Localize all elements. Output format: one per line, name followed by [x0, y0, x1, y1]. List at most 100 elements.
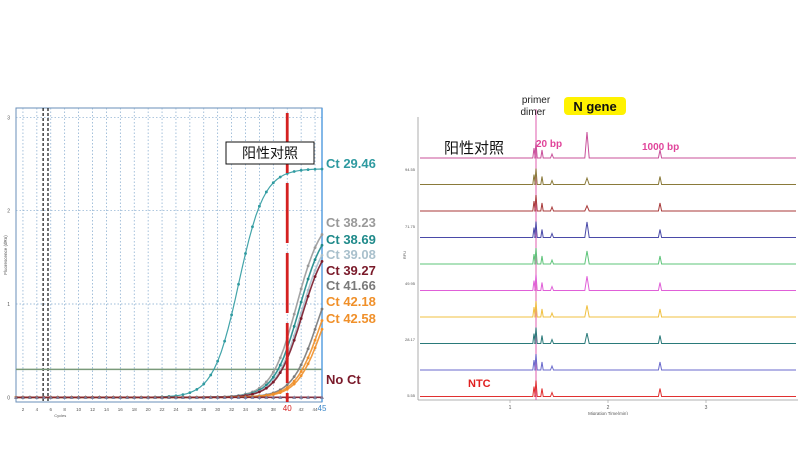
- ct-label: No Ct: [326, 372, 361, 387]
- curve-point: [160, 395, 165, 399]
- curve-point: [188, 391, 192, 395]
- curve-point: [90, 395, 95, 399]
- electropherogram-trace: [420, 247, 796, 265]
- positive-control-label: 阳性对照: [444, 140, 504, 157]
- x-tick-label: 22: [160, 407, 166, 412]
- curve-point: [69, 395, 74, 399]
- x-tick-label: 36: [257, 407, 263, 412]
- curve-point: [278, 356, 282, 360]
- curve-point: [41, 395, 46, 399]
- curve-point: [215, 395, 220, 399]
- electropherogram-trace: [420, 300, 796, 318]
- curve-point: [271, 393, 275, 396]
- curve-point: [278, 371, 282, 375]
- x-tick-label: 14: [104, 407, 110, 412]
- x-tick-label: 44: [313, 407, 319, 412]
- curve-point: [292, 375, 296, 379]
- y-tick-label: 3: [7, 115, 10, 121]
- curve-point: [173, 395, 178, 399]
- curve-point: [208, 395, 213, 399]
- curve-point: [320, 259, 324, 263]
- x-marker-label: 40: [283, 404, 292, 413]
- curve-point: [14, 395, 18, 399]
- curve-point: [320, 167, 324, 171]
- peak-label-20bp: 20 bp: [536, 139, 562, 150]
- curve-point: [271, 380, 275, 384]
- curve-point: [34, 395, 39, 399]
- curve-point: [111, 395, 116, 399]
- curve-point: [306, 168, 310, 172]
- curve-point: [278, 395, 283, 399]
- curve-point: [258, 204, 261, 208]
- curve-point: [299, 374, 303, 378]
- electropherogram-trace: [420, 327, 796, 344]
- curve-point: [222, 395, 227, 399]
- curve-point: [299, 317, 303, 320]
- primer-dimer-label: dimer: [520, 107, 546, 118]
- ntc-label: NTC: [468, 378, 491, 390]
- curve-point: [139, 395, 144, 399]
- x-tick-label: 34: [243, 407, 249, 412]
- x-tick-label: 4: [36, 407, 39, 412]
- curve-point: [299, 395, 304, 399]
- curve-point: [209, 373, 213, 377]
- curve-point: [285, 383, 289, 387]
- y-tick-label: 49.95: [405, 281, 416, 286]
- curve-point: [292, 379, 296, 383]
- curve-point: [320, 327, 324, 331]
- x-tick-label: 3: [705, 405, 708, 411]
- curve-point: [264, 386, 268, 390]
- y-axis-label: Fluorescence (dRn): [3, 235, 8, 275]
- curve-point: [271, 375, 275, 379]
- curve-point: [271, 395, 276, 399]
- electropherogram-trace: [420, 353, 796, 371]
- curve-point: [264, 190, 268, 194]
- x-tick-label: 8: [63, 407, 66, 412]
- x-tick-label: 18: [132, 407, 138, 412]
- x-tick-label: 1: [509, 405, 512, 411]
- curve-point: [27, 395, 32, 399]
- y-tick-label: 1: [7, 302, 10, 308]
- curve-point: [320, 319, 324, 322]
- x-tick-label: 42: [299, 407, 305, 412]
- y-tick-label: 28.17: [405, 337, 416, 342]
- curve-point: [320, 307, 324, 311]
- curve-point: [125, 395, 130, 399]
- curve-point: [251, 392, 254, 396]
- curve-point: [76, 395, 81, 399]
- primer-dimer-label: primer: [522, 95, 551, 106]
- electropherogram-trace: [420, 221, 796, 238]
- amplification-plot-panel: 0 1 2 3 Fluorescence (dRn) 2 4 6 8 10 12 14 16 18 20 22…: [0, 100, 340, 420]
- x-tick-label: 38: [271, 407, 277, 412]
- y-tick-label: 94.55: [405, 167, 416, 172]
- electropherogram-trace: [420, 168, 796, 185]
- electropherogram-trace: [420, 194, 796, 212]
- curve-point: [216, 359, 220, 363]
- ct-label: Ct 29.46: [326, 156, 376, 171]
- curve-point: [306, 356, 310, 360]
- curve-point: [299, 300, 303, 304]
- peak-label-1000bp: 1000 bp: [642, 142, 679, 153]
- curve-point: [292, 395, 297, 399]
- annotation-box: [225, 141, 315, 165]
- curve-point: [313, 327, 317, 331]
- y-tick-label: 0: [7, 395, 10, 401]
- y-tick-label: 71.75: [405, 224, 416, 229]
- curve-point: [320, 233, 324, 236]
- x-axis-label: Migration Time(min): [588, 411, 628, 415]
- electropherogram-plot: 1 2 3 Migration Time(min) 5.55 28.17 49.95 71.7…: [402, 95, 798, 416]
- curve-point: [264, 380, 268, 384]
- x-end-label: 45: [318, 404, 327, 413]
- curve-point: [292, 382, 296, 386]
- curve-point: [230, 313, 233, 317]
- electropherogram-trace: [420, 131, 796, 159]
- electropherogram-trace: [420, 274, 796, 291]
- ct-label: Ct 42.18: [326, 294, 376, 309]
- curve-point: [118, 395, 123, 399]
- curve-point: [132, 395, 137, 399]
- y-tick-label: 2: [7, 209, 10, 215]
- x-tick-label: 12: [90, 407, 96, 412]
- curve-point: [306, 294, 310, 298]
- curve-point: [278, 391, 282, 395]
- curve-point: [244, 252, 247, 255]
